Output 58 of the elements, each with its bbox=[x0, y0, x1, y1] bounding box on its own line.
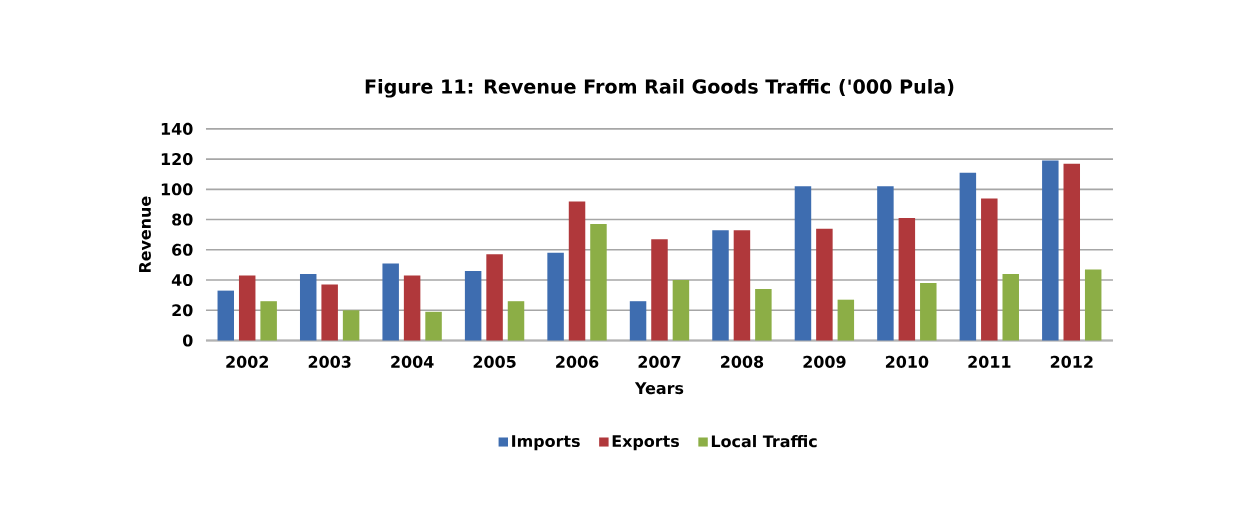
bar bbox=[651, 239, 668, 341]
x-axis-title: Years bbox=[634, 382, 684, 395]
bar bbox=[898, 218, 916, 341]
x-tick-label: 2005 bbox=[473, 355, 516, 368]
bar bbox=[794, 186, 812, 341]
bar bbox=[981, 198, 998, 341]
x-tick-label: 2010 bbox=[885, 355, 929, 368]
bar bbox=[733, 230, 751, 341]
bar bbox=[217, 290, 235, 341]
bar bbox=[321, 284, 338, 341]
bar bbox=[260, 301, 277, 341]
y-axis-title: Revenue bbox=[139, 196, 151, 273]
y-tick-label: 80 bbox=[172, 213, 193, 226]
bar bbox=[837, 299, 855, 341]
y-tick-label: 60 bbox=[172, 243, 193, 256]
bar bbox=[1084, 269, 1102, 341]
bar bbox=[547, 252, 564, 341]
bar bbox=[816, 228, 833, 341]
bar bbox=[342, 310, 360, 341]
bar bbox=[299, 274, 317, 341]
bar bbox=[382, 263, 399, 341]
x-tick-label: 2003 bbox=[308, 355, 351, 368]
y-tick-label: 0 bbox=[183, 334, 193, 347]
x-tick-label: 2008 bbox=[721, 355, 764, 368]
legend-label: Imports bbox=[512, 435, 580, 451]
bar bbox=[1002, 274, 1019, 341]
chart-title: Figure 11: Revenue From Rail Goods Traffic ('000 Pula) bbox=[365, 79, 954, 98]
bar bbox=[238, 275, 256, 341]
bar bbox=[877, 186, 894, 341]
bar bbox=[712, 230, 729, 341]
x-tick-label: 2011 bbox=[968, 355, 1011, 368]
bar bbox=[464, 271, 482, 341]
bar bbox=[590, 224, 607, 341]
x-tick-label: 2006 bbox=[556, 355, 599, 368]
bar bbox=[920, 283, 937, 341]
bar bbox=[568, 201, 586, 341]
x-tick-label: 2002 bbox=[226, 355, 269, 368]
y-tick-label: 100 bbox=[161, 183, 193, 196]
x-tick-label: 2004 bbox=[391, 355, 434, 368]
bar bbox=[1063, 163, 1081, 341]
legend-label: Local Traffic bbox=[711, 435, 817, 448]
bar bbox=[1042, 160, 1059, 341]
bar bbox=[755, 289, 772, 341]
x-tick-label: 2007 bbox=[638, 355, 681, 368]
bar bbox=[507, 301, 525, 341]
y-tick-label: 40 bbox=[171, 274, 193, 287]
legend-label: Exports bbox=[612, 435, 679, 451]
bar bbox=[425, 311, 442, 341]
y-tick-label: 140 bbox=[161, 122, 193, 135]
x-tick-label: 2012 bbox=[1050, 355, 1093, 368]
bar bbox=[403, 275, 421, 341]
bar bbox=[672, 280, 690, 341]
y-tick-label: 120 bbox=[161, 153, 193, 166]
bar bbox=[629, 301, 647, 341]
bar bbox=[486, 254, 503, 341]
bar bbox=[959, 172, 977, 341]
y-tick-label: 20 bbox=[172, 304, 193, 317]
x-tick-label: 2009 bbox=[803, 355, 846, 368]
